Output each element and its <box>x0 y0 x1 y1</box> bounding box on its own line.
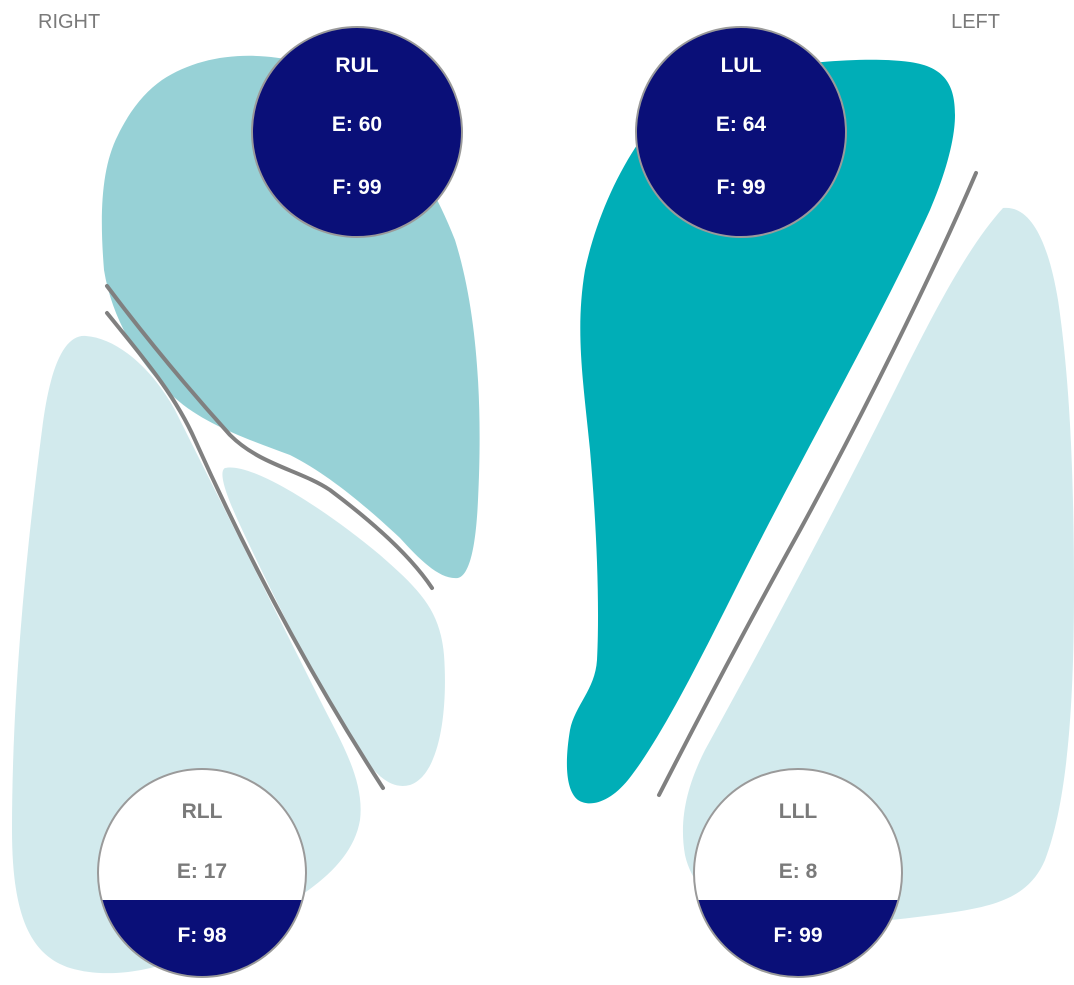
lul-badge: LUL E: 64 F: 99 <box>635 26 847 238</box>
rul-badge: RUL E: 60 F: 99 <box>251 26 463 238</box>
rll-badge: RLL E: 17 F: 98 <box>97 768 307 978</box>
rul-badge-f-value: F: 99 <box>332 176 381 199</box>
lul-badge-circle <box>635 26 847 238</box>
rul-badge-title: RUL <box>335 54 378 77</box>
rll-badge-e-value: E: 17 <box>177 860 227 883</box>
left-lower-lobe-shape <box>682 207 1074 926</box>
right-middle-lobe-shape <box>222 467 445 786</box>
lll-badge-f-value: F: 99 <box>773 924 822 947</box>
right-horizontal-fissure <box>105 284 434 590</box>
lul-badge-f-value: F: 99 <box>716 176 765 199</box>
left-oblique-fissure <box>657 171 978 797</box>
lul-badge-e-value: E: 64 <box>716 113 767 136</box>
rul-badge-e-value: E: 60 <box>332 113 382 136</box>
lll-badge-title: LLL <box>779 800 818 823</box>
left-side-label: LEFT <box>951 11 1000 33</box>
right-oblique-fissure <box>105 311 385 790</box>
rul-badge-circle <box>251 26 463 238</box>
lul-badge-title: LUL <box>721 54 762 77</box>
right-side-label: RIGHT <box>38 11 100 33</box>
rll-badge-f-value: F: 98 <box>177 924 226 947</box>
rll-badge-title: RLL <box>182 800 223 823</box>
lll-badge-e-value: E: 8 <box>779 860 818 883</box>
left-upper-lobe-shape <box>566 59 955 804</box>
